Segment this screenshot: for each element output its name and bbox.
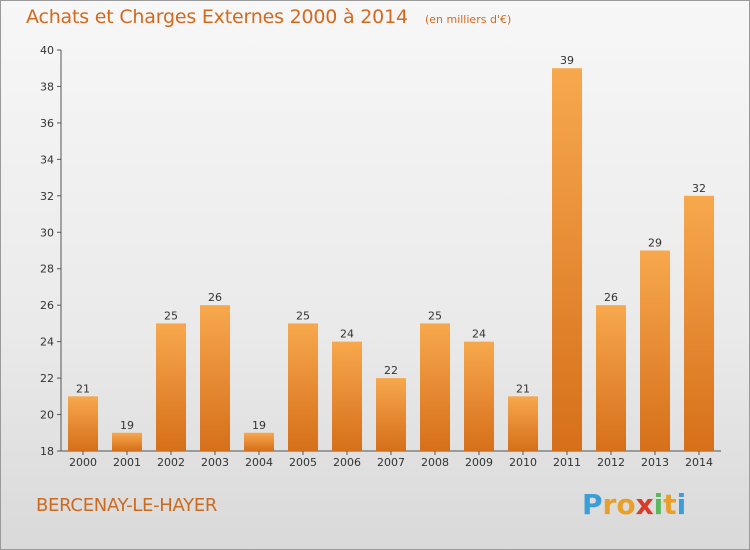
chart-subtitle: (en milliers d'€) xyxy=(424,13,512,26)
y-tick-label: 30 xyxy=(40,226,54,239)
logo-letter: P xyxy=(582,488,603,521)
x-tick-label: 2013 xyxy=(641,456,669,469)
y-tick-label: 24 xyxy=(40,336,54,349)
bar-2004 xyxy=(244,432,274,451)
y-tick-label: 32 xyxy=(40,190,54,203)
chart-axes: 18 20 22 24 26 28 30 32 34 36 38 40 xyxy=(40,44,721,458)
data-label: 25 xyxy=(296,309,310,322)
data-label: 29 xyxy=(648,237,662,250)
logo-letter: r xyxy=(602,488,617,521)
x-tick-label: 2007 xyxy=(377,456,405,469)
chart-labels: 2000 21 2001 19 2002 25 2003 26 2004 19 2005 25 2006… xyxy=(69,54,713,469)
data-label: 25 xyxy=(428,309,442,322)
data-label: 24 xyxy=(340,328,354,341)
data-label: 22 xyxy=(384,364,398,377)
logo-letter: x xyxy=(635,488,654,521)
bar-2008 xyxy=(420,323,450,451)
x-tick-label: 2006 xyxy=(333,456,361,469)
logo-letter: o xyxy=(616,488,636,521)
bar-2005 xyxy=(288,323,318,451)
data-label: 24 xyxy=(472,328,486,341)
x-tick-label: 2014 xyxy=(685,456,713,469)
data-label: 39 xyxy=(560,54,574,67)
bar-2000 xyxy=(68,396,98,451)
y-tick-label: 18 xyxy=(40,445,54,458)
bar-2002 xyxy=(156,323,186,451)
x-tick-label: 2004 xyxy=(245,456,273,469)
data-label: 21 xyxy=(516,382,530,395)
logo-letter: i xyxy=(653,488,664,521)
x-tick-label: 2009 xyxy=(465,456,493,469)
data-label: 32 xyxy=(692,182,706,195)
y-tick-label: 36 xyxy=(40,117,54,130)
y-tick-label: 26 xyxy=(40,299,54,312)
x-tick-label: 2012 xyxy=(597,456,625,469)
bar-2014 xyxy=(684,195,714,451)
bar-2003 xyxy=(200,305,230,451)
commune-name: BERCENAY-LE-HAYER xyxy=(36,495,218,516)
y-tick-label: 28 xyxy=(40,263,54,276)
data-label: 19 xyxy=(120,419,134,432)
x-tick-label: 2011 xyxy=(553,456,581,469)
bar-2009 xyxy=(464,341,494,451)
x-tick-label: 2010 xyxy=(509,456,537,469)
chart-bars xyxy=(68,68,714,452)
data-label: 25 xyxy=(164,309,178,322)
data-label: 26 xyxy=(604,291,618,304)
x-tick-label: 2003 xyxy=(201,456,229,469)
data-label: 19 xyxy=(252,419,266,432)
y-tick-label: 34 xyxy=(40,153,54,166)
bar-2010 xyxy=(508,396,538,451)
bar-2011 xyxy=(552,68,582,452)
bar-2006 xyxy=(332,341,362,451)
bar-2007 xyxy=(376,378,406,451)
data-label: 21 xyxy=(76,382,90,395)
x-tick-label: 2002 xyxy=(157,456,185,469)
y-tick-label: 22 xyxy=(40,372,54,385)
x-tick-label: 2005 xyxy=(289,456,317,469)
logo-letter: i xyxy=(676,488,687,521)
y-tick-label: 20 xyxy=(40,409,54,422)
bar-2001 xyxy=(112,432,142,451)
data-label: 26 xyxy=(208,291,222,304)
y-tick-label: 38 xyxy=(40,80,54,93)
x-tick-label: 2001 xyxy=(113,456,141,469)
bar-2012 xyxy=(596,305,626,451)
x-tick-label: 2000 xyxy=(69,456,97,469)
x-tick-label: 2008 xyxy=(421,456,449,469)
proxiti-logo: Proxiti xyxy=(582,488,686,521)
logo-letter: t xyxy=(663,488,677,521)
chart-title: Achats et Charges Externes 2000 à 2014 xyxy=(26,6,408,28)
y-tick-label: 40 xyxy=(40,44,54,57)
chart-header: Achats et Charges Externes 2000 à 2014 (… xyxy=(26,6,511,28)
bar-2013 xyxy=(640,250,670,451)
